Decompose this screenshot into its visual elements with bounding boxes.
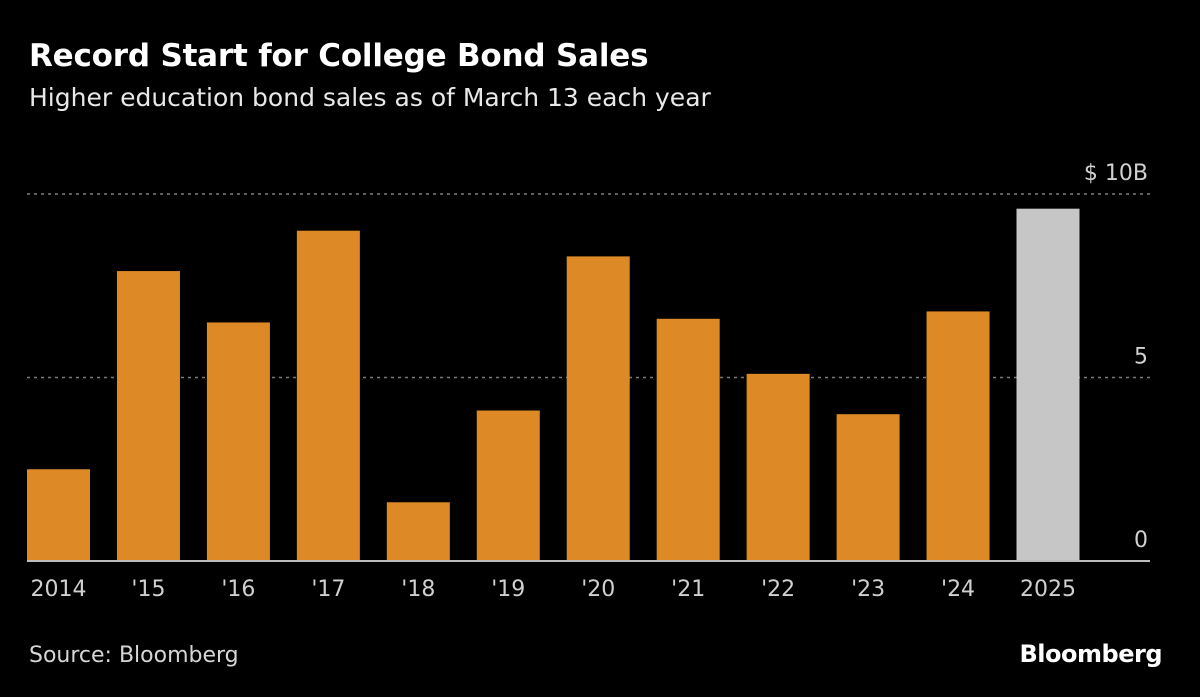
x-axis-labels: 2014 '15 '16 '17 '18 '19 '20 '21 '22 '23 '24 2025 [31, 577, 1077, 602]
x-tick-label: 2025 [1020, 577, 1076, 602]
x-tick-label: '24 [941, 577, 975, 602]
bar [1016, 208, 1080, 561]
x-tick-label: '16 [221, 577, 255, 602]
y-tick-label: $ 10B [1084, 161, 1148, 186]
bar [206, 322, 270, 561]
x-tick-label: 2014 [31, 577, 87, 602]
x-tick-label: '18 [401, 577, 435, 602]
y-axis-labels: 0 5 $ 10B [1084, 161, 1148, 553]
bar [566, 256, 630, 561]
bloomberg-logo: Bloomberg [1019, 640, 1163, 668]
source-note: Source: Bloomberg [29, 643, 239, 668]
bar [296, 230, 360, 561]
y-tick-label: 0 [1134, 528, 1148, 553]
bar [746, 373, 810, 561]
bar [476, 410, 540, 561]
x-tick-label: '19 [491, 577, 525, 602]
x-tick-label: '22 [761, 577, 795, 602]
bar [116, 271, 180, 561]
x-tick-label: '20 [581, 577, 615, 602]
chart-subtitle: Higher education bond sales as of March … [29, 83, 711, 112]
bar [926, 311, 990, 561]
x-tick-label: '17 [311, 577, 345, 602]
bar [27, 469, 90, 561]
x-tick-label: '21 [671, 577, 705, 602]
chart-title: Record Start for College Bond Sales [29, 38, 649, 74]
bars [27, 208, 1080, 561]
x-tick-label: '23 [851, 577, 885, 602]
bar [656, 318, 720, 561]
bar [836, 414, 900, 561]
bar [386, 502, 450, 561]
x-tick-label: '15 [131, 577, 165, 602]
y-tick-label: 5 [1134, 345, 1148, 370]
